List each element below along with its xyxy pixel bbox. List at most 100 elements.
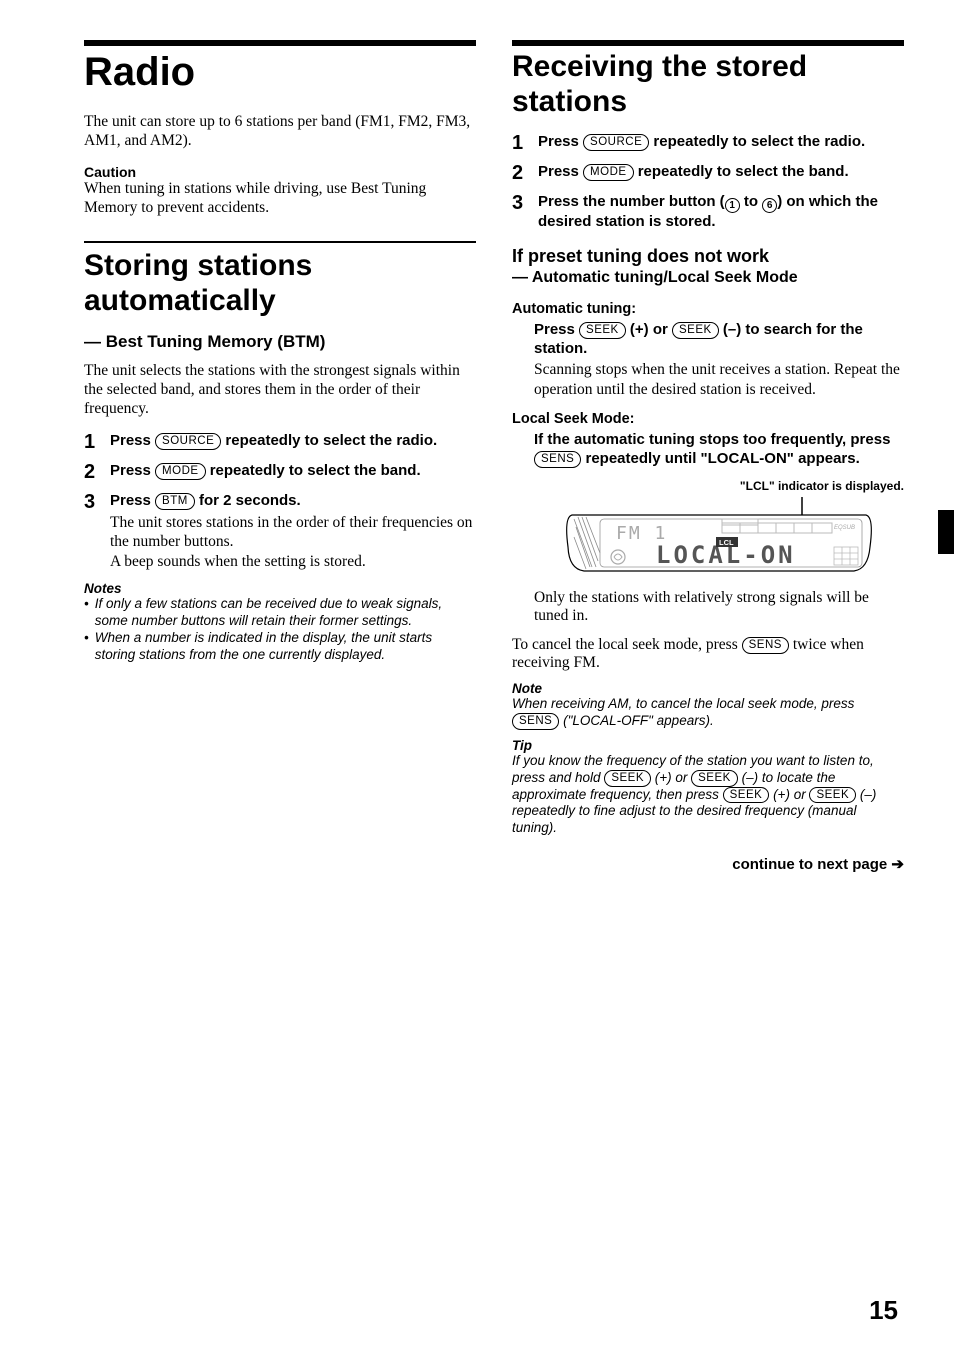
step-body: Press SOURCE repeatedly to select the ra… bbox=[110, 432, 437, 452]
text: repeatedly to select the band. bbox=[206, 462, 421, 479]
step: 2 Press MODE repeatedly to select the ba… bbox=[512, 163, 904, 183]
step-number: 3 bbox=[84, 492, 100, 571]
btm-button-label: BTM bbox=[155, 493, 195, 510]
text: (+) or bbox=[626, 321, 672, 338]
text: When receiving AM, to cancel the local s… bbox=[512, 696, 854, 711]
text: to bbox=[740, 193, 763, 210]
step-number: 1 bbox=[84, 432, 100, 452]
seek-button-label: SEEK bbox=[809, 787, 856, 804]
section-title-radio: Radio bbox=[84, 50, 476, 95]
right-column: Receiving the stored stations 1 Press SO… bbox=[512, 40, 904, 873]
receive-steps: 1 Press SOURCE repeatedly to select the … bbox=[512, 133, 904, 232]
step: 3 Press BTM for 2 seconds. The unit stor… bbox=[84, 492, 476, 571]
step-number: 1 bbox=[512, 133, 528, 153]
caution-body: When tuning in stations while driving, u… bbox=[84, 180, 476, 217]
mode-button-label: MODE bbox=[155, 463, 206, 480]
caution-heading: Caution bbox=[84, 164, 476, 180]
text: for 2 seconds. bbox=[195, 492, 301, 509]
preset-fail-heading: If preset tuning does not work bbox=[512, 246, 904, 267]
auto-tuning-block: Press SEEK (+) or SEEK (–) to search for… bbox=[534, 321, 904, 399]
page-content: Radio The unit can store up to 6 station… bbox=[0, 0, 954, 873]
text: Press bbox=[534, 321, 579, 338]
section-title-receiving: Receiving the stored stations bbox=[512, 50, 904, 119]
subsection-title: Storing stations automatically bbox=[84, 249, 476, 318]
source-button-label: SOURCE bbox=[155, 433, 221, 450]
note-item: When a number is indicated in the displa… bbox=[84, 630, 476, 664]
local-plain: Only the stations with relatively strong… bbox=[534, 589, 904, 626]
step: 1 Press SOURCE repeatedly to select the … bbox=[84, 432, 476, 452]
text: If the automatic tuning stops too freque… bbox=[534, 431, 890, 448]
intro-text: The unit can store up to 6 stations per … bbox=[84, 113, 476, 150]
text: Press bbox=[538, 163, 583, 180]
tip-body: If you know the frequency of the station… bbox=[512, 753, 904, 838]
step-body: Press SOURCE repeatedly to select the ra… bbox=[538, 133, 865, 153]
left-column: Radio The unit can store up to 6 station… bbox=[84, 40, 476, 873]
text: repeatedly until "LOCAL-ON" appears. bbox=[581, 450, 859, 467]
text: (+) or bbox=[651, 770, 691, 785]
tip-heading: Tip bbox=[512, 738, 904, 753]
rule bbox=[84, 40, 476, 46]
step: 2 Press MODE repeatedly to select the ba… bbox=[84, 462, 476, 482]
text: repeatedly to select the radio. bbox=[221, 432, 437, 449]
display-caption: "LCL" indicator is displayed. bbox=[534, 479, 904, 493]
sens-button-label: SENS bbox=[742, 637, 789, 654]
preset-fail-sub: — Automatic tuning/Local Seek Mode bbox=[512, 269, 904, 287]
seek-button-label: SEEK bbox=[691, 770, 738, 787]
step-plain: The unit stores stations in the order of… bbox=[110, 513, 476, 571]
text: repeatedly to select the band. bbox=[634, 163, 849, 180]
local-cancel: To cancel the local seek mode, press SEN… bbox=[512, 636, 904, 673]
preset-6-icon: 6 bbox=[762, 198, 777, 213]
text: Press the number button ( bbox=[538, 193, 725, 210]
notes-list: If only a few stations can be received d… bbox=[84, 596, 476, 664]
preset-1-icon: 1 bbox=[725, 198, 740, 213]
edge-tab bbox=[938, 510, 954, 554]
step-number: 3 bbox=[512, 193, 528, 232]
local-seek-label: Local Seek Mode: bbox=[512, 411, 904, 427]
step-body: Press the number button (1 to 6) on whic… bbox=[538, 193, 904, 232]
display-lcl-badge: LCL bbox=[719, 538, 734, 547]
notes-heading: Notes bbox=[84, 581, 476, 596]
sens-button-label: SENS bbox=[534, 451, 581, 468]
step-number: 2 bbox=[512, 163, 528, 183]
text: Press bbox=[110, 462, 155, 479]
note-body: When receiving AM, to cancel the local s… bbox=[512, 696, 904, 730]
text: Press bbox=[110, 492, 155, 509]
subsection-intro: The unit selects the stations with the s… bbox=[84, 362, 476, 418]
step: 1 Press SOURCE repeatedly to select the … bbox=[512, 133, 904, 153]
text: repeatedly to select the radio. bbox=[649, 133, 865, 150]
seek-button-label: SEEK bbox=[604, 770, 651, 787]
text: Press bbox=[538, 133, 583, 150]
continue-next-page: continue to next page ➔ bbox=[512, 855, 904, 873]
auto-tuning-label: Automatic tuning: bbox=[512, 301, 904, 317]
auto-plain: Scanning stops when the unit receives a … bbox=[534, 360, 904, 399]
subsection-subtitle: — Best Tuning Memory (BTM) bbox=[84, 332, 476, 352]
step-body: Press MODE repeatedly to select the band… bbox=[110, 462, 421, 482]
local-seek-block: If the automatic tuning stops too freque… bbox=[534, 431, 904, 626]
step: 3 Press the number button (1 to 6) on wh… bbox=[512, 193, 904, 232]
display-corner-text: EQSUB bbox=[834, 525, 855, 531]
mode-button-label: MODE bbox=[583, 164, 634, 181]
btm-steps: 1 Press SOURCE repeatedly to select the … bbox=[84, 432, 476, 571]
seek-button-label: SEEK bbox=[672, 322, 719, 339]
text: To cancel the local seek mode, press bbox=[512, 636, 742, 653]
page-number: 15 bbox=[869, 1295, 898, 1326]
source-button-label: SOURCE bbox=[583, 134, 649, 151]
step-body: Press MODE repeatedly to select the band… bbox=[538, 163, 849, 183]
seek-button-label: SEEK bbox=[579, 322, 626, 339]
text: ("LOCAL-OFF" appears). bbox=[559, 713, 713, 728]
sens-button-label: SENS bbox=[512, 713, 559, 730]
text: (+) or bbox=[769, 787, 809, 802]
rule bbox=[84, 241, 476, 243]
text: If only a few stations can be received d… bbox=[95, 596, 476, 630]
note-heading: Note bbox=[512, 681, 904, 696]
text: Press bbox=[110, 432, 155, 449]
local-instruction: If the automatic tuning stops too freque… bbox=[534, 431, 904, 469]
note-item: If only a few stations can be received d… bbox=[84, 596, 476, 630]
rule bbox=[512, 40, 904, 46]
step-number: 2 bbox=[84, 462, 100, 482]
lcd-display-figure: FM 1 LOCAL-ON LC bbox=[564, 497, 874, 575]
text: When a number is indicated in the displa… bbox=[95, 630, 476, 664]
auto-instruction: Press SEEK (+) or SEEK (–) to search for… bbox=[534, 321, 904, 399]
seek-button-label: SEEK bbox=[723, 787, 770, 804]
step-body: Press BTM for 2 seconds. The unit stores… bbox=[110, 492, 476, 571]
